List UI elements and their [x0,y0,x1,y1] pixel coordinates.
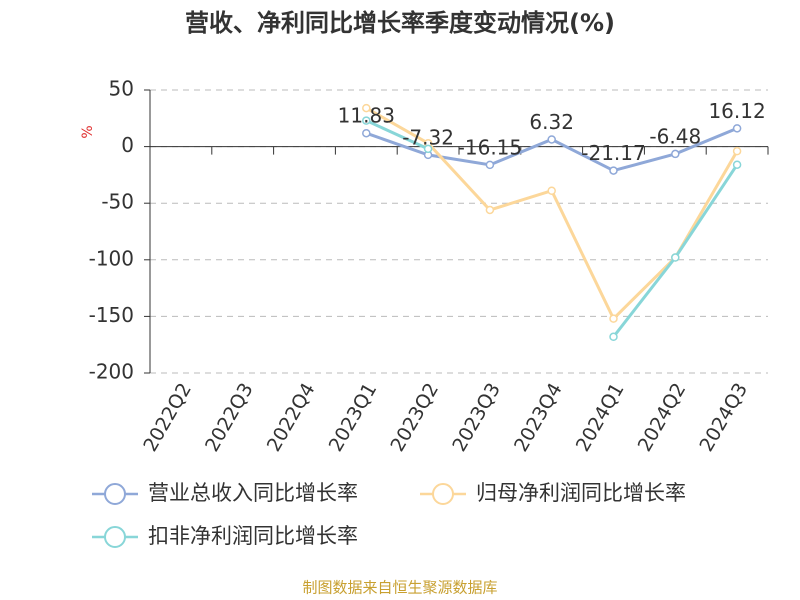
point [362,128,371,138]
x-tick-label: 2023Q4 [510,379,567,455]
source-note: 制图数据来自恒生聚源数据库 [302,579,497,597]
legend-label: 营业总收入同比增长率 [148,481,358,505]
x-tick-label: 2023Q3 [448,379,505,455]
y-tick-label: -50 [101,190,134,214]
y-tick-label: 50 [109,77,134,101]
point [609,166,618,175]
data-label: -6.48 [649,124,701,148]
point [732,124,742,133]
data-label: 11.83 [338,104,395,128]
point [732,146,742,156]
point [547,186,556,195]
point [485,205,495,215]
point [485,160,495,170]
data-label: -21.17 [581,141,645,165]
point [362,103,371,113]
point [609,314,618,323]
point [423,144,433,154]
point [609,332,618,342]
x-tick-label: 2024Q1 [572,379,629,455]
y-axis-label: % [80,125,96,138]
x-tick-label: 2022Q3 [201,379,258,455]
legend-label: 扣非净利润同比增长率 [148,524,358,548]
point [671,149,680,159]
legend-marker [104,483,126,505]
y-tick-label: 0 [121,133,134,157]
data-label: -16.15 [458,135,522,159]
y-tick-label: -150 [89,303,134,327]
legend-marker [432,483,454,505]
data-label: 16.12 [708,99,765,123]
x-tick-label: 2023Q1 [325,379,382,455]
x-tick-label: 2024Q3 [695,379,752,455]
point [362,116,371,125]
point [547,135,556,144]
data-label: 6.32 [529,110,574,134]
legend-marker [104,526,126,548]
point [671,253,680,262]
x-tick-label: 2022Q2 [139,379,196,455]
x-tick-label: 2022Q4 [263,379,320,455]
y-tick-label: -100 [89,246,134,270]
legend-label: 归母净利润同比增长率 [476,481,686,505]
y-tick-label: -200 [89,360,134,384]
x-tick-label: 2024Q2 [634,379,691,455]
point [732,160,742,169]
chart-title: 营收、净利同比增长率季度变动情况(%) [185,9,615,37]
data-label: -7.32 [402,125,454,149]
x-tick-label: 2023Q2 [386,379,443,455]
